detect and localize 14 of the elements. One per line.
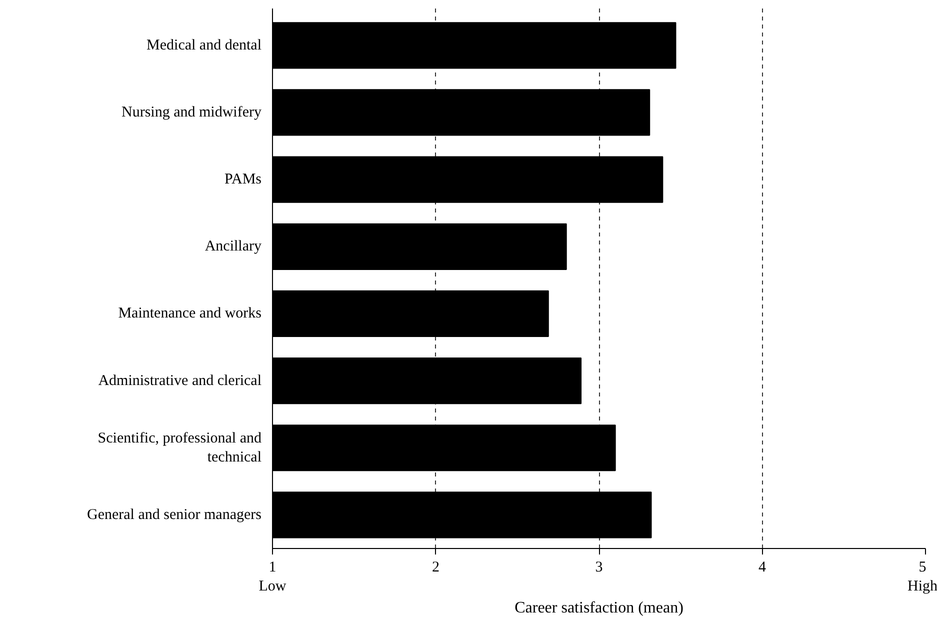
- x-tick-label: 2: [432, 560, 440, 576]
- y-tick-label: Maintenance and works: [118, 306, 262, 322]
- x-tick-label: 5 High: [908, 560, 937, 595]
- y-tick-label: Scientific, professional and technical: [98, 430, 262, 466]
- y-tick-label: Nursing and midwifery: [122, 104, 262, 120]
- y-tick-label: General and senior managers: [86, 506, 262, 523]
- y-tick-label: Medical and dental: [146, 37, 262, 54]
- y-tick-label: Ancillary: [204, 238, 262, 255]
- x-tick-label: 4: [758, 560, 766, 576]
- x-tick-label: 3: [595, 560, 603, 576]
- y-tick-label: Administrative and clerical: [98, 372, 262, 389]
- x-axis-title: Career satisfaction (mean): [514, 600, 684, 617]
- y-tick-label: PAMs: [224, 172, 262, 188]
- x-tick-label: 1 Low: [258, 560, 286, 595]
